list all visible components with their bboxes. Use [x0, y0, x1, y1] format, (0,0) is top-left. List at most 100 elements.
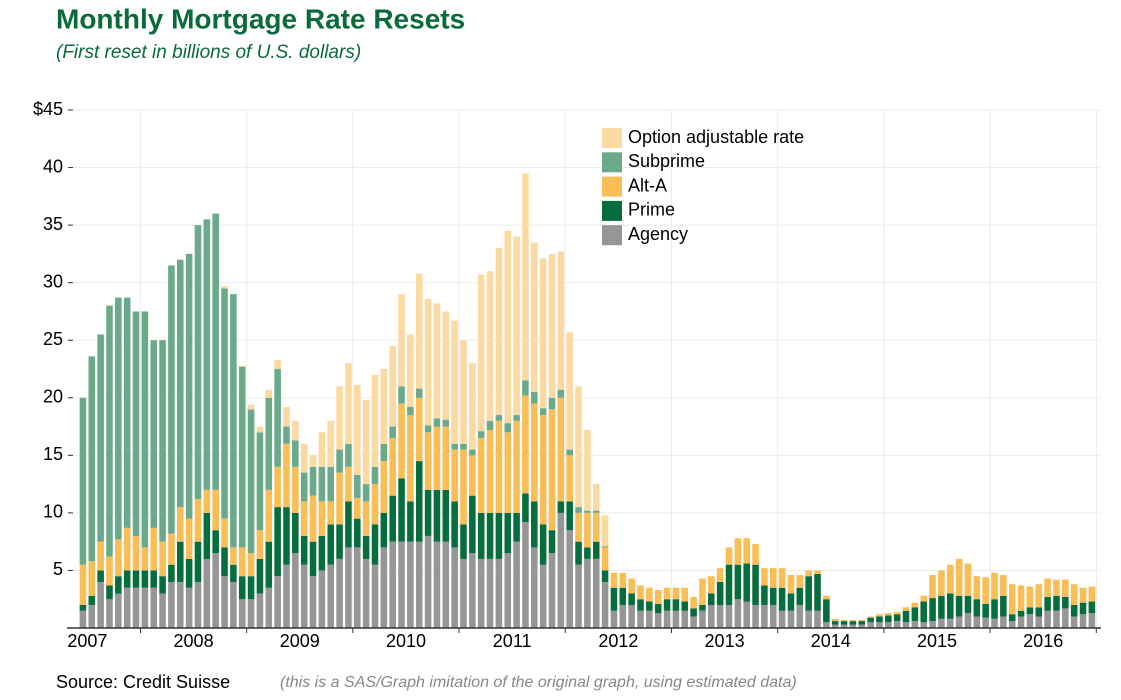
bar-segment [433, 418, 441, 427]
x-tick-label: 2008 [174, 631, 214, 651]
bar-segment [442, 311, 450, 420]
bar-segment [185, 587, 193, 628]
bar-segment [938, 618, 945, 628]
bar-segment [831, 621, 839, 625]
bar-segment [398, 294, 405, 387]
bar-segment [238, 366, 246, 548]
bar-segment [486, 430, 494, 513]
bar-segment [840, 621, 848, 625]
bar-segment [787, 610, 795, 628]
bar-segment [79, 397, 87, 565]
bar-segment [247, 576, 255, 600]
bar-segment [469, 455, 476, 496]
bar-segment [79, 604, 87, 611]
bar-segment [345, 363, 352, 444]
bar-segment [531, 392, 538, 404]
bar-segment [265, 389, 273, 398]
bar-segment [592, 512, 600, 542]
bar-segment [876, 616, 883, 623]
bar-segment [973, 576, 981, 600]
bar-segment [354, 474, 361, 498]
bar-segment [991, 599, 998, 619]
bar-segment [504, 230, 512, 424]
bar-segment [309, 455, 317, 467]
bar-segment [371, 564, 379, 628]
bar-segment [415, 388, 423, 398]
bar-segment [336, 386, 343, 450]
bar-segment [867, 616, 874, 618]
bar-segment [955, 616, 963, 628]
bar-segment [345, 443, 352, 467]
bar-segment [327, 524, 335, 565]
bar-segment [424, 535, 432, 628]
bar-segment [867, 617, 874, 623]
legend-label: Subprime [628, 151, 705, 171]
bar-segment [1062, 596, 1069, 609]
bar-segment [628, 578, 635, 594]
bar-segment [300, 535, 308, 565]
bar-segment [292, 420, 299, 441]
bar-segment [522, 522, 529, 628]
bar-segment [380, 369, 388, 444]
bar-segment [539, 408, 547, 416]
bar-segment [849, 621, 857, 625]
bar-segment [185, 558, 193, 588]
bar-segment [159, 340, 166, 542]
bar-segment [1079, 602, 1087, 615]
bar-segment [1000, 575, 1007, 596]
bar-segment [115, 539, 122, 577]
bar-segment [557, 501, 565, 513]
bar-segment [805, 570, 812, 577]
bar-segment [132, 535, 140, 571]
bar-segment [460, 443, 467, 450]
bar-segment [1008, 584, 1016, 615]
bar-segment [575, 541, 582, 565]
bar-segment [469, 495, 476, 554]
bar-segment [495, 420, 503, 513]
bar-segment [415, 541, 423, 628]
bar-segment [885, 613, 892, 616]
bar-segment [185, 253, 193, 519]
bar-segment [88, 356, 96, 562]
bar-segment [194, 225, 202, 500]
bar-segment [123, 587, 131, 628]
bar-segment [858, 624, 866, 628]
x-tick-label: 2016 [1023, 631, 1063, 651]
bar-segment [300, 501, 308, 536]
bar-segment [177, 581, 184, 628]
bar-segment [238, 365, 246, 367]
bar-segment [663, 587, 671, 600]
bar-segment [274, 359, 281, 369]
bar-segment [955, 595, 963, 617]
bar-segment [415, 397, 423, 462]
legend-label: Prime [628, 200, 675, 220]
bar-segment [654, 613, 662, 628]
bar-segment [513, 420, 520, 513]
bar-segment [885, 615, 892, 623]
bar-segment [654, 590, 662, 604]
bar-segment [194, 499, 202, 542]
bar-segment [964, 613, 972, 628]
bar-segment [460, 340, 467, 444]
bar-segment [159, 576, 166, 594]
bar-segment [354, 385, 361, 475]
bar-segment [168, 265, 175, 534]
bar-segment [955, 558, 963, 596]
bar-segment [477, 558, 485, 628]
y-tick-label: 35 [43, 214, 63, 234]
bar-segment [1070, 604, 1078, 617]
bar-segment [672, 610, 680, 628]
bar-segment [663, 610, 671, 628]
bar-segment [292, 512, 299, 554]
bar-segment [584, 510, 591, 513]
bar-segment [433, 541, 441, 628]
bar-segment [716, 581, 724, 605]
bar-segment [893, 611, 901, 615]
bar-segment [265, 541, 273, 588]
bar-segment [584, 512, 591, 548]
bar-segment [531, 501, 538, 548]
bar-segment [681, 610, 689, 628]
bar-segment [646, 587, 653, 602]
bar-segment [946, 593, 954, 619]
bar-segment [1088, 613, 1096, 628]
